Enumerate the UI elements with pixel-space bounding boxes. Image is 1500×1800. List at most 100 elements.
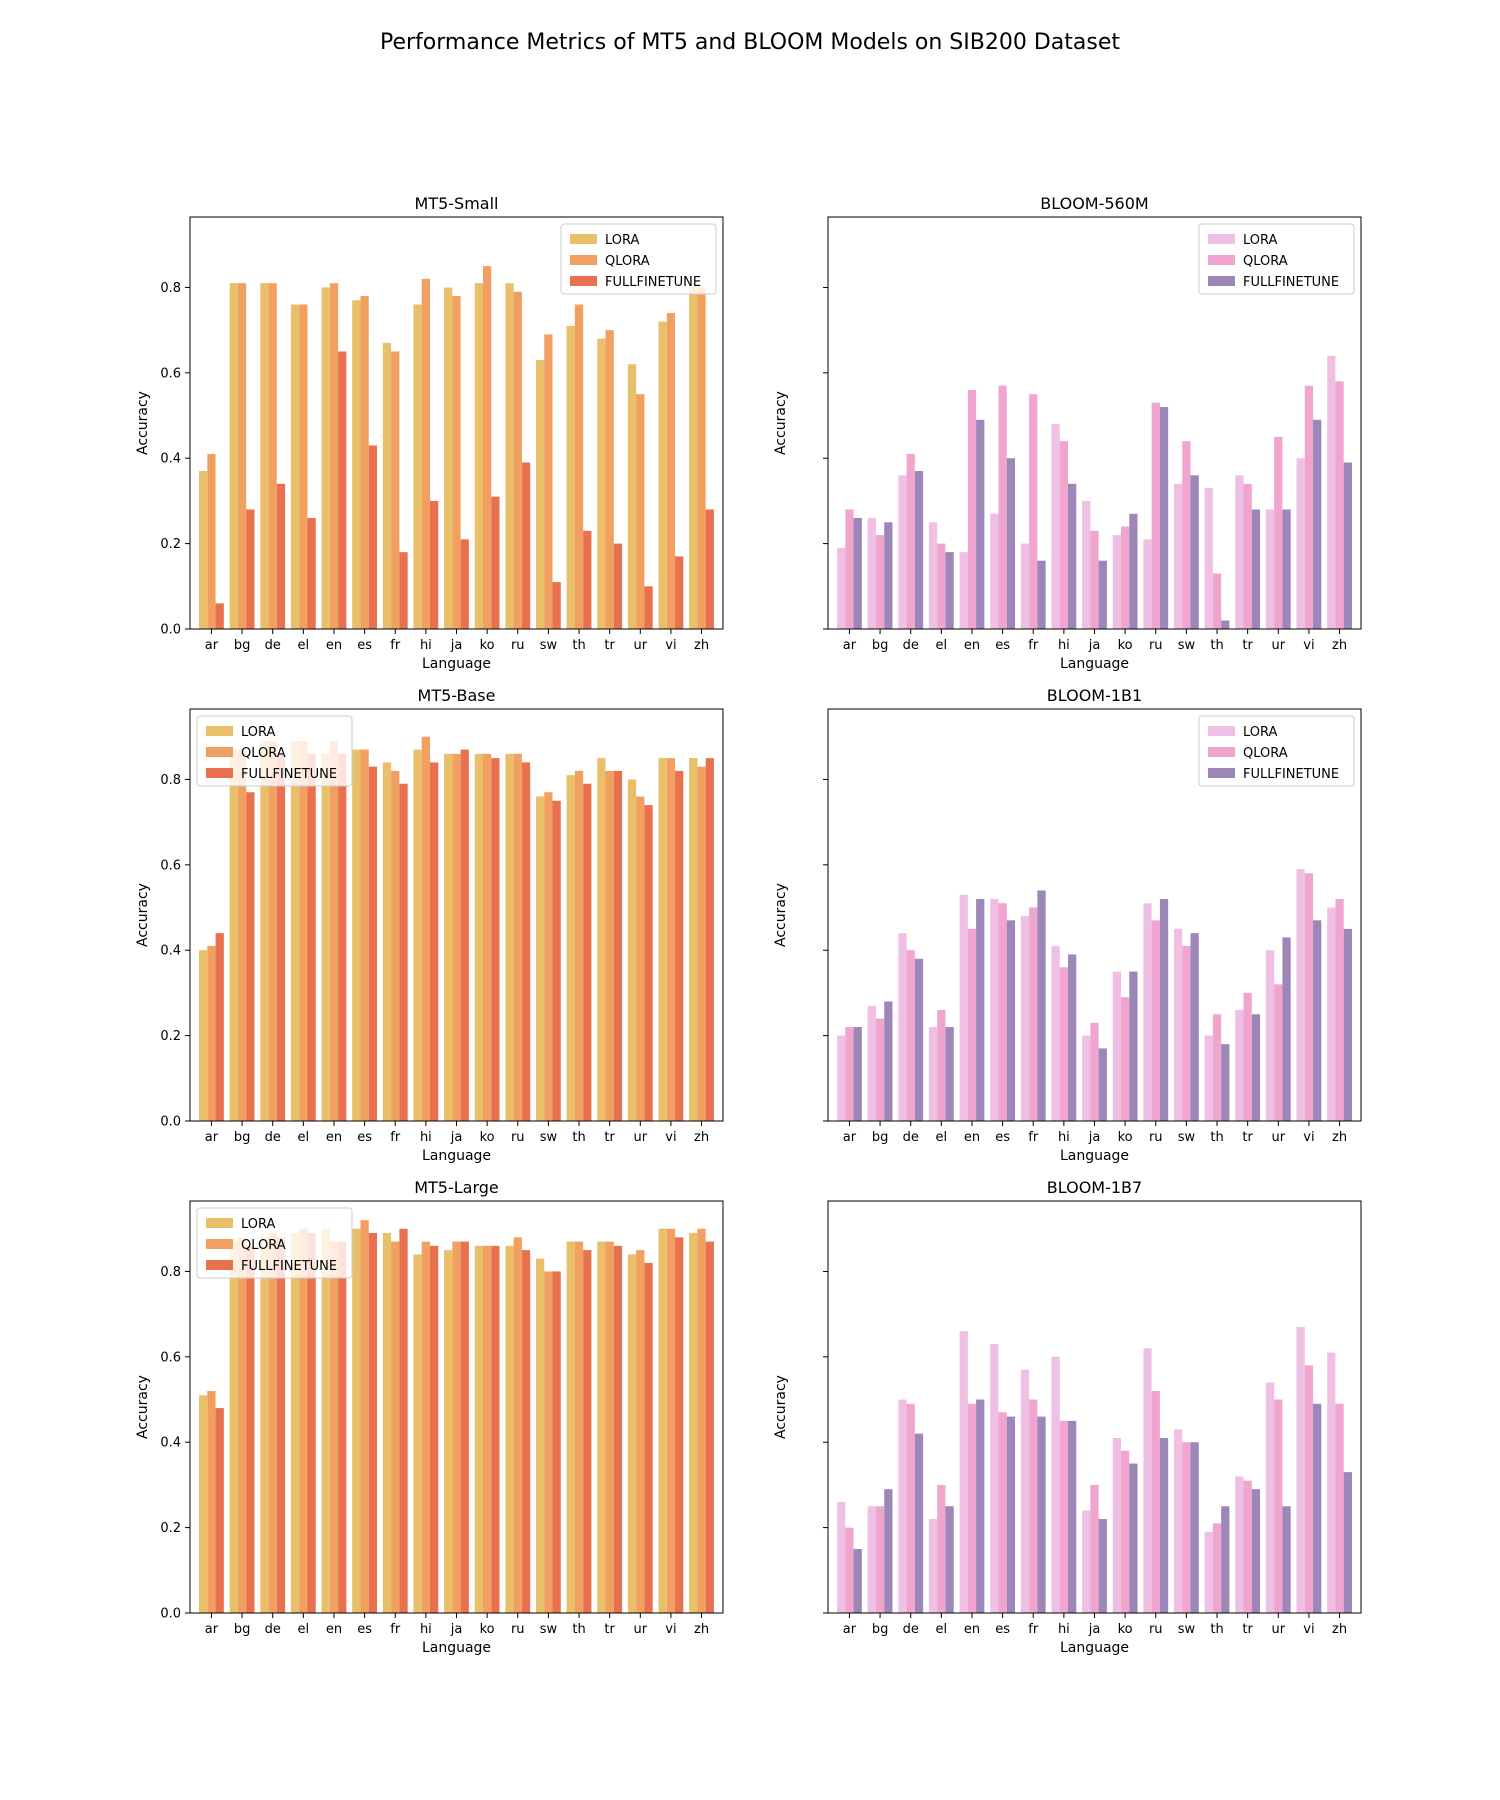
bar-fullfinetune-el: [945, 1027, 954, 1121]
bar-fullfinetune-ja: [460, 1241, 469, 1613]
bar-qlora-ur: [1274, 1399, 1283, 1613]
x-tick-label: el: [936, 638, 948, 653]
y-tick-label: 0.2: [160, 1029, 181, 1044]
bar-fullfinetune-de: [914, 1433, 924, 1613]
bar-qlora-ja: [1090, 1022, 1099, 1121]
legend-swatch-fullfinetune: [1208, 276, 1235, 286]
bar-qlora-ko: [1121, 1450, 1130, 1613]
x-tick-label: tr: [1242, 638, 1253, 653]
y-axis-label: Accuracy: [773, 1375, 789, 1439]
legend-swatch-fullfinetune: [206, 1260, 233, 1270]
bar-lora-hi: [1051, 1356, 1060, 1613]
legend: LORA QLORA FULLFINETUNE: [196, 715, 353, 787]
bar-qlora-bg: [237, 1237, 247, 1613]
bar-lora-tr: [1235, 1476, 1244, 1613]
bar-qlora-tr: [1243, 483, 1252, 629]
bar-qlora-ko: [1121, 526, 1130, 629]
bar-fullfinetune-bg: [246, 1245, 255, 1613]
bar-lora-en: [321, 753, 330, 1121]
bar-fullfinetune-tr: [613, 1245, 623, 1613]
x-tick-label: fr: [1028, 1622, 1039, 1637]
bar-fullfinetune-sw: [552, 800, 561, 1121]
bar-qlora-el: [299, 741, 308, 1121]
bar-fullfinetune-ko: [491, 496, 500, 629]
bar-fullfinetune-ru: [521, 1250, 531, 1613]
bar-lora-th: [1204, 488, 1213, 629]
bar-qlora-ar: [845, 509, 854, 629]
x-tick-label: vi: [1303, 1130, 1314, 1145]
y-tick-label: 0.4: [160, 1436, 181, 1451]
bar-qlora-vi: [1304, 1365, 1314, 1613]
bar-lora-de: [898, 475, 907, 629]
bar-fullfinetune-hi: [430, 1245, 439, 1613]
x-tick-label: ko: [1118, 638, 1133, 653]
legend-label-fullfinetune: FULLFINETUNE: [1243, 275, 1339, 290]
bar-lora-fr: [1020, 543, 1030, 629]
bar-lora-ur: [1265, 509, 1275, 629]
bar-fullfinetune-hi: [1068, 954, 1077, 1121]
bar-fullfinetune-es: [1006, 920, 1016, 1121]
bar-lora-ar: [199, 471, 208, 629]
chart-panel-5: BLOOM-1B7 ar bg de el en es fr hi ja ko ru sw th tr ur v…: [773, 1178, 1362, 1656]
bar-fullfinetune-tr: [1251, 1014, 1261, 1121]
bar-qlora-fr: [391, 1241, 400, 1613]
bar-fullfinetune-ar: [853, 1548, 862, 1613]
x-tick-label: ko: [480, 638, 495, 653]
bar-qlora-el: [299, 1228, 308, 1613]
x-tick-label: sw: [1178, 1622, 1196, 1637]
bar-lora-ar: [837, 1501, 846, 1613]
bar-qlora-ur: [1274, 436, 1283, 629]
x-tick-label: sw: [540, 1130, 558, 1145]
bar-fullfinetune-el: [945, 1506, 954, 1613]
bar-qlora-es: [998, 903, 1007, 1121]
bar-fullfinetune-el: [945, 552, 954, 629]
x-tick-label: ko: [480, 1130, 495, 1145]
bar-qlora-ur: [636, 394, 645, 629]
x-tick-label: ur: [1271, 1622, 1285, 1637]
x-tick-label: hi: [420, 1130, 432, 1145]
bar-lora-fr: [382, 1233, 392, 1613]
legend-label-fullfinetune: FULLFINETUNE: [241, 767, 337, 782]
bar-qlora-ru: [513, 291, 522, 629]
x-tick-label: ja: [450, 1622, 463, 1637]
bar-lora-bg: [229, 749, 238, 1121]
bar-fullfinetune-ja: [460, 539, 469, 629]
bar-lora-zh: [689, 758, 698, 1121]
x-tick-label: ar: [205, 638, 219, 653]
bar-lora-el: [290, 1233, 300, 1613]
x-tick-label: el: [298, 638, 310, 653]
bar-lora-th: [566, 1241, 575, 1613]
bar-qlora-sw: [544, 792, 553, 1121]
x-tick-label: zh: [1332, 638, 1347, 653]
x-tick-label: vi: [1303, 638, 1314, 653]
x-tick-label: es: [995, 638, 1010, 653]
bar-fullfinetune-zh: [1343, 462, 1352, 629]
bar-fullfinetune-ko: [1129, 513, 1138, 629]
x-tick-label: ar: [843, 1130, 857, 1145]
bar-lora-el: [928, 1519, 938, 1613]
x-tick-label: fr: [390, 1622, 401, 1637]
bar-qlora-tr: [605, 770, 614, 1121]
bar-qlora-tr: [605, 1241, 614, 1613]
bar-lora-de: [898, 1399, 907, 1613]
chart-title: MT5-Base: [418, 686, 496, 705]
x-tick-label: el: [936, 1130, 948, 1145]
x-tick-label: th: [572, 638, 585, 653]
bar-fullfinetune-hi: [1068, 1420, 1077, 1613]
bar-qlora-ko: [483, 266, 492, 629]
bar-lora-sw: [535, 360, 545, 629]
bar-fullfinetune-zh: [705, 509, 714, 629]
bar-lora-bg: [867, 517, 876, 629]
bar-fullfinetune-de: [276, 753, 286, 1121]
bar-lora-ru: [1143, 903, 1152, 1121]
bar-lora-en: [321, 1228, 330, 1613]
x-tick-label: fr: [390, 1130, 401, 1145]
x-tick-label: fr: [390, 638, 401, 653]
legend-swatch-fullfinetune: [206, 768, 233, 778]
x-tick-label: zh: [694, 1622, 709, 1637]
bar-lora-hi: [413, 749, 422, 1121]
bar-fullfinetune-en: [338, 1241, 347, 1613]
chart-title: BLOOM-560M: [1040, 194, 1148, 213]
bar-lora-tr: [1235, 475, 1244, 629]
bar-fullfinetune-ur: [1282, 1506, 1291, 1613]
